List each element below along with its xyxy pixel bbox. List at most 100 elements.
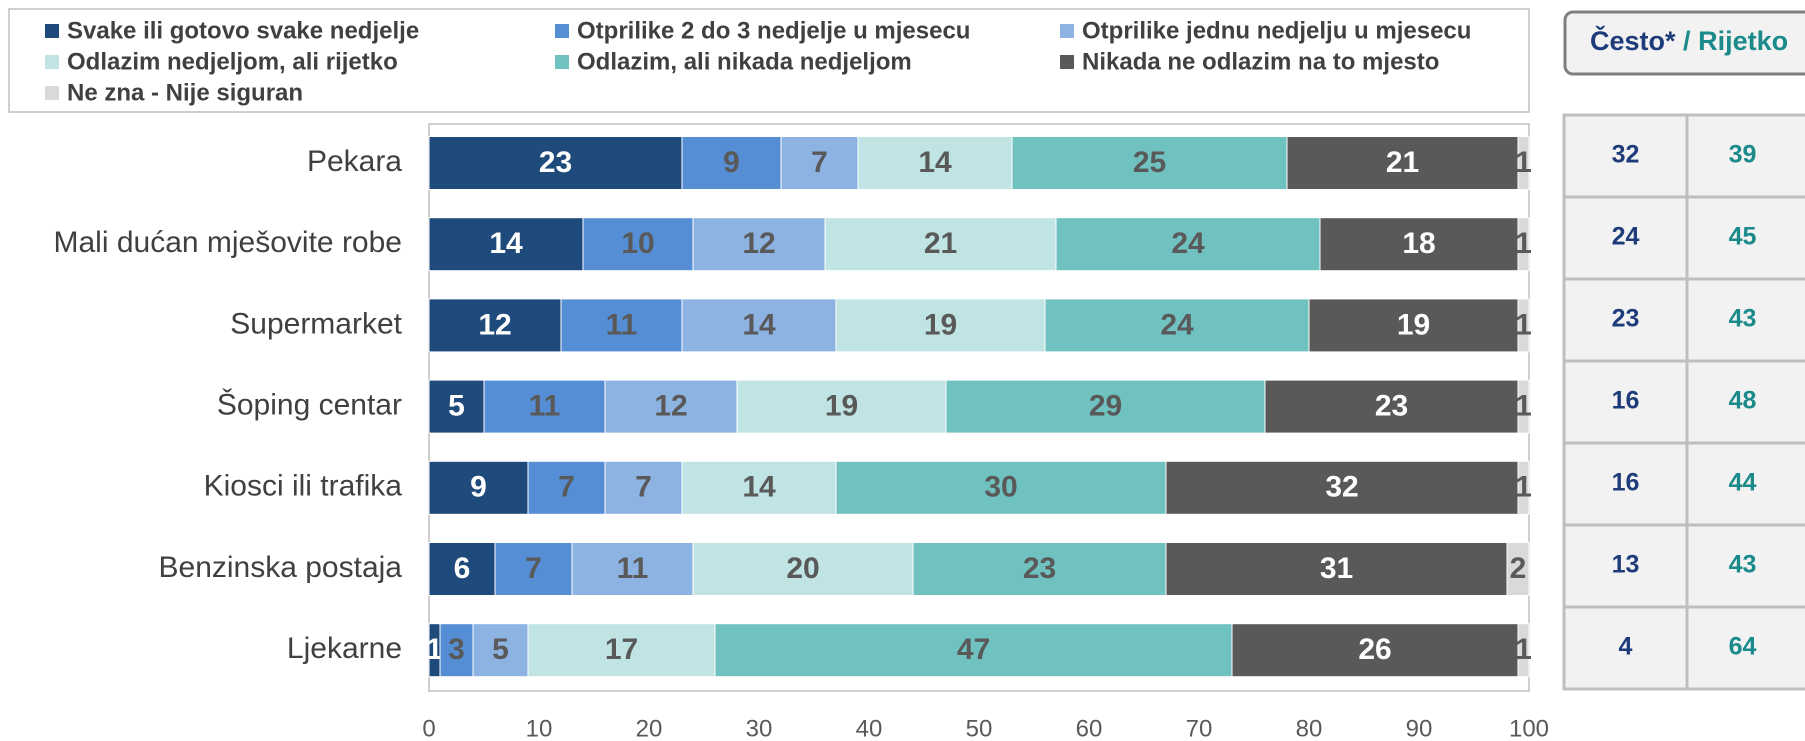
bar-segment [912,542,1167,596]
data-label: 30 [984,471,1017,504]
bar-segment [714,623,1233,678]
bar-segment [428,542,496,596]
data-label: 7 [558,471,575,504]
x-tick-label: 20 [636,715,663,741]
table-value: 39 [1729,141,1757,169]
data-label: 11 [529,390,561,423]
data-label: 5 [492,633,509,666]
bar-segment [692,217,826,272]
data-label: 26 [1358,633,1391,666]
legend-swatch [1060,55,1074,69]
category-label: Mali dućan mješovite robe [53,226,402,259]
bar-segment [1517,623,1530,678]
data-label: 9 [723,146,740,179]
bar-segment [945,379,1266,434]
data-label: 1 [1515,390,1532,423]
category-label: Ljekarne [287,632,402,665]
bar-segment [1011,136,1288,190]
data-label: 24 [1160,308,1194,341]
table-cell [1685,277,1805,363]
bar-segment [736,379,947,434]
data-label: 10 [621,227,654,260]
data-label: 24 [1171,227,1205,260]
bar-segment [824,217,1057,272]
data-label: 9 [470,471,487,504]
x-tick-label: 0 [422,715,435,741]
data-label: 21 [1386,146,1419,179]
separator: / [1683,26,1691,56]
data-label: 14 [918,146,952,179]
data-label: 23 [1375,390,1408,423]
table-cell [1562,277,1689,363]
bar-segment [1231,623,1519,678]
bar-segment [494,542,573,596]
data-label: 23 [1023,552,1056,585]
data-label: 19 [924,308,957,341]
table-cell [1685,195,1805,281]
table-value: 43 [1729,551,1757,579]
bar-segment [428,379,485,434]
table-cell [1562,605,1689,691]
data-label: 14 [489,227,523,260]
table-value: 13 [1612,551,1640,579]
legend-label: Odlazim, ali nikada nedjeljom [577,48,912,75]
data-label: 1 [1515,471,1532,504]
table-header-box [1563,10,1805,76]
legend-swatch [45,86,59,100]
data-label: 12 [478,308,511,341]
bar-segment [1517,298,1530,353]
data-label: 32 [1325,471,1358,504]
bar-segment [1055,217,1321,272]
x-tick-label: 90 [1406,715,1433,741]
data-label: 20 [786,552,819,585]
data-label: 31 [1320,552,1353,585]
data-label: 21 [924,227,957,260]
legend-box [8,8,1530,113]
category-label: Kiosci ili trafika [204,470,403,503]
data-label: 29 [1089,390,1122,423]
bar-segment [692,542,914,596]
bar-segment [483,379,606,434]
x-tick-label: 50 [966,715,993,741]
table-cell [1685,523,1805,609]
legend-swatch [45,24,59,38]
table-value: 48 [1729,387,1757,415]
bar-segment [428,136,683,190]
bar-segment [857,136,1013,190]
bar-segment [1506,542,1530,596]
data-label: 18 [1402,227,1435,260]
bar-segment [571,542,694,596]
legend-swatch [555,24,569,38]
legend-swatch [1060,24,1074,38]
bar-segment [527,623,716,678]
table-value: 45 [1729,223,1757,251]
data-label: 12 [654,390,687,423]
data-label: 7 [635,471,652,504]
data-label: 25 [1133,146,1166,179]
data-label: 47 [957,633,990,666]
rarely-label: Rijetko [1698,26,1788,56]
x-tick-label: 30 [746,715,773,741]
category-label: Šoping centar [217,388,402,422]
table-cell [1685,359,1805,445]
data-label: 1 [426,633,443,666]
x-tick-label: 10 [526,715,553,741]
category-label: Supermarket [230,307,402,340]
table-cell [1562,195,1689,281]
table-header: Često* / Rijetko [1590,25,1788,56]
legend-swatch [555,55,569,69]
data-label: 5 [448,390,465,423]
data-label: 12 [742,227,775,260]
legend-label: Ne zna - Nije siguran [67,79,303,106]
data-label: 1 [1515,146,1532,179]
table-value: 16 [1612,469,1640,497]
legend-label: Odlazim nedjeljom, ali rijetko [67,48,398,75]
bar-segment [780,136,859,190]
table-value: 43 [1729,305,1757,333]
data-label: 19 [825,390,858,423]
legend-label: Nikada ne odlazim na to mjesto [1082,48,1439,75]
table-value: 24 [1612,223,1640,251]
legend-label: Otprilike 2 do 3 nedjelje u mjesecu [577,17,970,44]
data-label: 17 [605,633,638,666]
